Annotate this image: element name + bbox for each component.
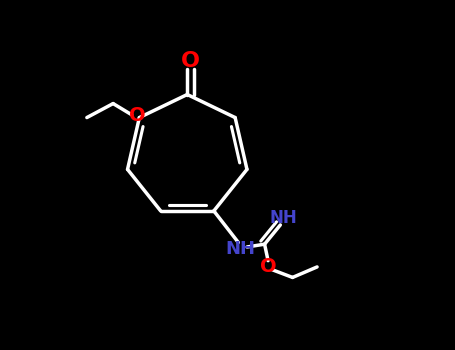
Text: NH: NH	[225, 240, 255, 258]
Text: O: O	[260, 258, 276, 277]
Text: O: O	[181, 50, 200, 71]
Text: O: O	[129, 106, 146, 125]
Text: NH: NH	[270, 209, 298, 227]
